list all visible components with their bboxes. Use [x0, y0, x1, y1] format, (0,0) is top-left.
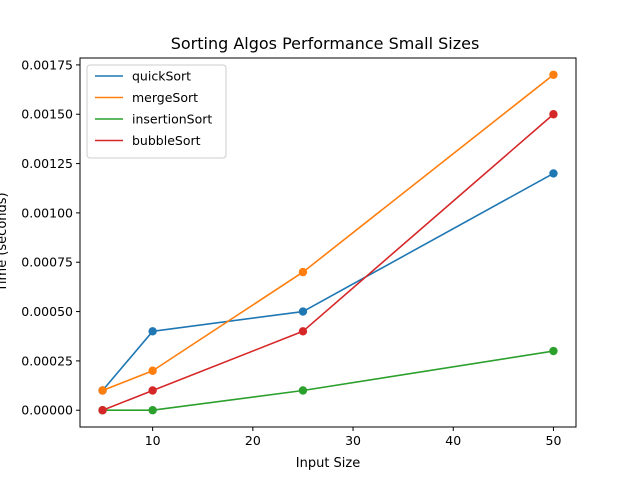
series-line-bubbleSort — [102, 113, 554, 411]
data-point-quickSort — [148, 327, 157, 336]
data-point-bubbleSort — [549, 110, 558, 119]
legend: quickSort mergeSort insertionSort bubbleSor… — [86, 64, 227, 159]
y-tick-label: 0.00100 — [21, 205, 73, 220]
x-tick-label: 30 — [345, 433, 361, 448]
data-point-insertionSort — [549, 346, 558, 356]
series-line-quickSort — [101, 172, 554, 392]
data-point-insertionSort — [148, 406, 157, 415]
data-point-mergeSort — [148, 366, 157, 375]
y-axis-label: Time (seconds) — [0, 192, 10, 292]
axes-frame — [79, 57, 577, 428]
data-point-mergeSort — [298, 267, 308, 277]
x-tick-label: 40 — [445, 433, 461, 448]
data-point-insertionSort — [298, 386, 308, 395]
legend-box — [86, 64, 227, 159]
y-tick-label: 0.00175 — [21, 57, 73, 72]
series-line-mergeSort — [102, 74, 554, 392]
plot-area — [98, 70, 558, 415]
data-point-quickSort — [549, 169, 558, 178]
x-tick-label: 10 — [145, 433, 161, 448]
data-point-bubbleSort — [148, 386, 157, 395]
x-axis-label: Input Size — [296, 456, 360, 471]
x-tick-label: 50 — [546, 433, 562, 448]
legend-label-insertionSort: insertionSort — [132, 112, 212, 127]
data-point-mergeSort — [98, 386, 107, 395]
y-axis: 0.00000 0.00025 0.00050 0.00075 0.00100 0.001… — [21, 57, 80, 418]
y-tick-label: 0.00025 — [21, 353, 73, 368]
legend-label-mergeSort: mergeSort — [132, 90, 198, 105]
data-point-quickSort — [298, 307, 308, 316]
legend-label-bubbleSort: bubbleSort — [132, 133, 201, 148]
y-tick-label: 0.00000 — [21, 403, 73, 418]
y-tick-label: 0.00075 — [21, 255, 73, 270]
x-axis: 10 20 30 40 50 — [145, 427, 562, 448]
x-tick-label: 20 — [245, 433, 261, 448]
chart-title: Sorting Algos Performance Small Sizes — [171, 34, 480, 53]
data-point-bubbleSort — [98, 406, 107, 415]
y-tick-label: 0.00125 — [21, 156, 73, 171]
series-line-insertionSort — [102, 350, 554, 412]
y-tick-label: 0.00150 — [21, 107, 73, 122]
legend-label-quickSort: quickSort — [132, 69, 191, 84]
data-point-mergeSort — [549, 70, 558, 79]
y-tick-label: 0.00050 — [21, 304, 73, 319]
data-point-bubbleSort — [298, 327, 308, 336]
